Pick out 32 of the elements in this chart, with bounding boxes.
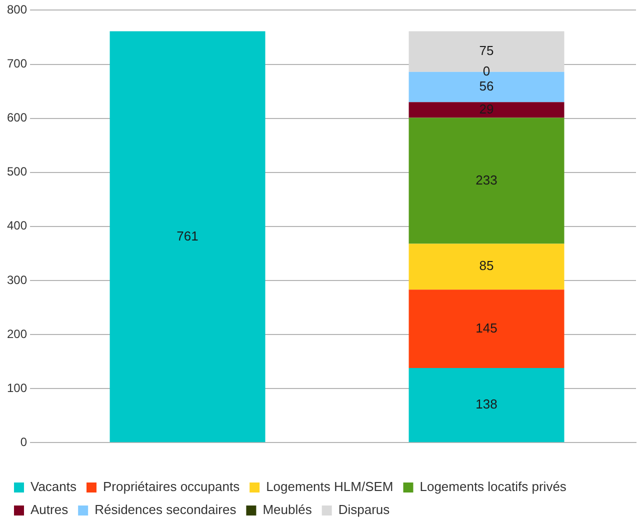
y-tick-label: 100 <box>6 380 28 395</box>
legend-label: Résidences secondaires <box>94 502 237 518</box>
data-label: 75 <box>479 43 494 58</box>
data-label: 138 <box>476 396 498 412</box>
legend-label: Propriétaires occupants <box>103 479 240 494</box>
bar <box>408 102 564 118</box>
y-tick-label: 400 <box>6 218 28 233</box>
data-label: 145 <box>476 320 498 336</box>
legend-label: Logements locatifs privés <box>420 479 567 494</box>
data-label: 233 <box>476 172 498 188</box>
legend-label: Logements HLM/SEM <box>266 479 394 494</box>
bar <box>408 290 564 368</box>
bar <box>408 368 564 442</box>
bar <box>408 118 564 244</box>
y-tick-label: 300 <box>6 272 28 287</box>
bar <box>408 244 564 290</box>
data-label: 85 <box>479 258 494 274</box>
bar <box>110 31 266 442</box>
y-tick-label: 800 <box>6 2 28 17</box>
legend-label: Meublés <box>262 502 312 518</box>
data-label: 56 <box>479 78 494 94</box>
legend-label: Disparus <box>338 502 390 518</box>
y-tick-label: 600 <box>6 110 28 125</box>
data-label: 29 <box>479 102 494 116</box>
legend-label: Autres <box>30 502 69 518</box>
y-tick-label: 200 <box>6 326 28 341</box>
legend-label: Vacants <box>30 479 78 494</box>
data-label: 0 <box>482 63 490 78</box>
data-label: 761 <box>176 228 198 244</box>
y-tick-label: 0 <box>20 434 28 449</box>
y-tick-label: 700 <box>6 56 28 71</box>
y-tick-label: 500 <box>6 164 28 179</box>
